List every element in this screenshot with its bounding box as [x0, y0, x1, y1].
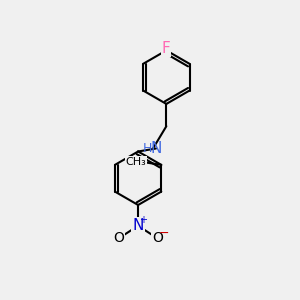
- Text: N: N: [150, 141, 162, 156]
- Text: −: −: [159, 226, 169, 239]
- Text: O: O: [152, 231, 163, 245]
- Text: O: O: [113, 231, 124, 245]
- Text: +: +: [140, 215, 148, 225]
- Text: N: N: [132, 218, 144, 233]
- Text: F: F: [162, 41, 171, 56]
- Text: CH₃: CH₃: [126, 157, 146, 167]
- Text: H: H: [143, 142, 152, 155]
